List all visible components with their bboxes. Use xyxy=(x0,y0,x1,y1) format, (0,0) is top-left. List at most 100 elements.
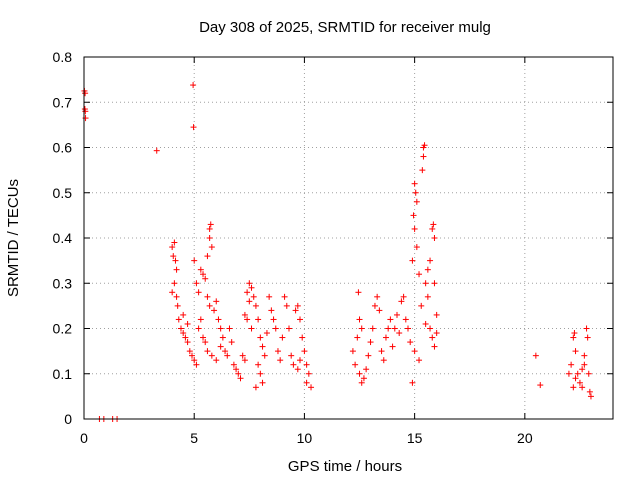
data-point xyxy=(409,257,416,264)
data-point xyxy=(420,153,427,160)
data-point xyxy=(389,343,396,350)
data-point xyxy=(349,348,356,355)
data-point xyxy=(173,293,180,300)
data-point xyxy=(565,370,572,377)
data-point xyxy=(172,257,179,264)
data-point xyxy=(252,384,259,391)
data-point xyxy=(421,142,428,149)
data-point xyxy=(303,361,310,368)
data-point xyxy=(204,348,211,355)
data-point xyxy=(570,334,577,341)
y-tick-label: 0.7 xyxy=(53,94,73,110)
data-point xyxy=(584,334,591,341)
data-point xyxy=(246,280,253,287)
data-point xyxy=(230,361,237,368)
data-point xyxy=(193,361,200,368)
data-point xyxy=(206,235,213,241)
data-point xyxy=(429,225,436,232)
data-point xyxy=(208,352,215,359)
data-point xyxy=(410,212,417,219)
grid xyxy=(83,56,613,420)
data-point xyxy=(248,325,255,332)
data-point xyxy=(416,357,423,364)
data-point xyxy=(261,352,268,359)
data-point xyxy=(427,325,434,332)
y-axis-title: SRMTID / TECUs xyxy=(5,179,22,297)
data-point xyxy=(180,311,187,318)
data-point xyxy=(195,289,202,296)
data-point xyxy=(195,325,202,332)
data-point xyxy=(175,316,182,323)
data-point xyxy=(206,225,213,232)
data-point xyxy=(303,379,310,386)
data-point xyxy=(180,330,187,337)
data-point xyxy=(228,339,235,346)
data-point xyxy=(292,307,299,314)
data-point xyxy=(391,325,398,332)
data-point xyxy=(581,352,588,359)
data-point xyxy=(369,325,376,332)
data-point xyxy=(244,289,251,296)
data-point xyxy=(202,275,209,282)
x-tick-label: 15 xyxy=(407,430,423,446)
data-point xyxy=(248,284,255,291)
data-point xyxy=(433,311,440,318)
data-point xyxy=(363,366,370,373)
y-tick-label: 0.5 xyxy=(53,185,73,201)
data-point xyxy=(308,384,315,391)
data-point xyxy=(585,370,592,377)
data-point xyxy=(422,280,429,287)
data-point xyxy=(433,330,440,337)
data-point xyxy=(272,325,279,332)
data-point xyxy=(532,352,539,359)
data-point xyxy=(378,348,385,355)
data-point xyxy=(189,352,196,359)
x-tick-label: 10 xyxy=(297,430,313,446)
data-point xyxy=(424,293,431,300)
data-point xyxy=(235,370,242,377)
data-point xyxy=(224,352,231,359)
data-point xyxy=(182,334,189,341)
data-point xyxy=(279,334,286,341)
data-point xyxy=(571,330,578,337)
data-point xyxy=(398,298,405,305)
data-point xyxy=(283,302,290,309)
data-point xyxy=(82,90,89,97)
data-point xyxy=(305,370,312,377)
x-axis-title: GPS time / hours xyxy=(288,458,402,475)
y-tick-label: 0.3 xyxy=(53,275,73,291)
data-point xyxy=(290,361,297,368)
data-point xyxy=(409,379,416,386)
data-point xyxy=(217,343,224,350)
data-point xyxy=(171,239,178,246)
data-point xyxy=(244,316,251,323)
data-point xyxy=(382,334,389,341)
y-tick-label: 0.1 xyxy=(53,366,73,382)
data-point xyxy=(259,379,266,386)
data-point xyxy=(285,325,292,332)
data-point xyxy=(186,348,193,355)
data-point xyxy=(213,298,220,305)
data-point xyxy=(197,266,204,273)
data-point xyxy=(263,330,270,337)
data-point xyxy=(568,361,575,368)
data-point xyxy=(576,379,583,386)
data-point xyxy=(297,316,304,323)
data-point xyxy=(202,339,209,346)
data-point xyxy=(219,334,226,341)
data-point xyxy=(268,307,275,314)
data-point xyxy=(200,334,207,341)
data-point xyxy=(583,325,590,332)
data-point xyxy=(204,293,211,300)
data-point xyxy=(418,302,425,309)
data-point xyxy=(250,293,257,300)
data-point xyxy=(169,289,176,296)
data-point xyxy=(277,357,284,364)
data-point xyxy=(579,384,586,391)
data-point xyxy=(246,298,253,305)
data-point xyxy=(358,379,365,386)
data-point xyxy=(352,361,359,368)
data-point xyxy=(429,334,436,341)
data-point xyxy=(241,357,248,364)
data-point xyxy=(376,307,383,314)
